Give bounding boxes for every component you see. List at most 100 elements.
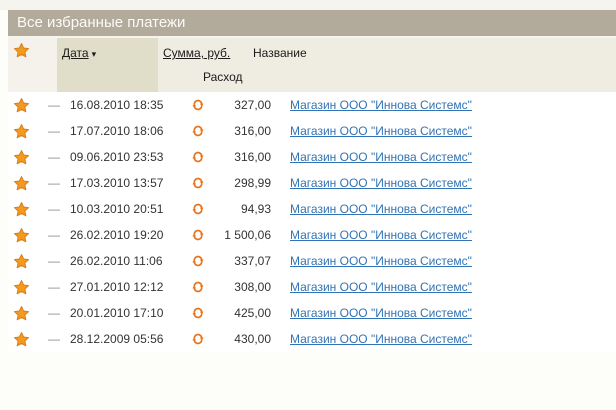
favorite-star-icon[interactable] (13, 331, 30, 348)
payment-name-link[interactable]: Магазин ООО "Иннова Системс" (290, 332, 472, 346)
payment-date: 27.01.2010 12:12 (70, 280, 164, 294)
repeat-payment-icon[interactable] (192, 281, 213, 293)
payment-date: 26.02.2010 11:06 (70, 254, 163, 268)
sort-by-amount-link[interactable]: Сумма, руб. (163, 46, 231, 60)
payment-amount: 94,93 (240, 202, 271, 216)
repeat-payment-icon[interactable] (192, 99, 213, 111)
payment-date: 28.12.2009 05:56 (70, 332, 164, 346)
favorite-star-icon[interactable] (13, 279, 30, 296)
favorite-star-icon[interactable] (13, 227, 30, 244)
payment-name-link[interactable]: Магазин ООО "Иннова Системс" (290, 176, 472, 190)
star-cell (13, 123, 48, 140)
favorite-star-icon[interactable] (13, 305, 30, 322)
favorite-star-icon[interactable] (13, 149, 30, 166)
direction-dash: — (48, 98, 60, 112)
repeat-payment-icon[interactable] (192, 229, 213, 241)
table-header: Дата ▾ Сумма, руб. Название Расход (8, 38, 616, 92)
payment-date: 16.08.2010 18:35 (70, 98, 164, 112)
payment-date: 26.02.2010 19:20 (70, 228, 164, 242)
payment-date: 09.06.2010 23:53 (70, 150, 164, 164)
payment-date: 20.01.2010 17:10 (70, 306, 164, 320)
favorite-star-icon[interactable] (13, 97, 30, 114)
sorted-date-column-bg (57, 38, 158, 92)
direction-dash: — (48, 202, 60, 216)
payment-row: — 10.03.2010 20:51 94,93 Магазин ООО "Ин… (8, 196, 616, 222)
payment-amount: 337,07 (234, 254, 271, 268)
payment-row: — 28.12.2009 05:56 430,00 Магазин ООО "И… (8, 326, 616, 352)
direction-dash: — (48, 124, 60, 138)
payment-row: — 26.02.2010 11:06 337,07 Магазин ООО "И… (8, 248, 616, 274)
payment-name-link[interactable]: Магазин ООО "Иннова Системс" (290, 124, 472, 138)
direction-dash: — (48, 176, 60, 190)
payment-name-link[interactable]: Магазин ООО "Иннова Системс" (290, 254, 472, 268)
star-cell (13, 97, 48, 114)
repeat-payment-icon[interactable] (192, 307, 213, 319)
payment-amount: 425,00 (234, 306, 271, 320)
payment-name-link[interactable]: Магазин ООО "Иннова Системс" (290, 280, 472, 294)
titlebar-divider (8, 36, 616, 38)
payment-row: — 20.01.2010 17:10 425,00 Магазин ООО "И… (8, 300, 616, 326)
favorite-star-icon[interactable] (13, 201, 30, 218)
favorite-star-icon[interactable] (13, 175, 30, 192)
panel-title: Все избранные платежи (8, 10, 616, 36)
name-cell: Магазин ООО "Иннова Системс" (271, 280, 616, 294)
payment-row: — 17.07.2010 18:06 316,00 Магазин ООО "И… (8, 118, 616, 144)
star-cell (13, 305, 48, 322)
favorite-star-icon[interactable] (13, 123, 30, 140)
name-cell: Магазин ООО "Иннова Системс" (271, 202, 616, 216)
payment-row: — 09.06.2010 23:53 316,00 Магазин ООО "И… (8, 144, 616, 170)
favorite-star-icon[interactable] (13, 253, 30, 270)
star-cell (13, 279, 48, 296)
repeat-payment-icon[interactable] (192, 177, 213, 189)
favorites-star-icon (13, 42, 30, 59)
repeat-payment-icon[interactable] (192, 255, 213, 267)
sort-descending-icon: ▾ (91, 49, 97, 59)
direction-dash: — (48, 150, 60, 164)
direction-dash: — (48, 332, 60, 346)
star-cell (13, 331, 48, 348)
payment-row: — 17.03.2010 13:57 298,99 Магазин ООО "И… (8, 170, 616, 196)
name-cell: Магазин ООО "Иннова Системс" (271, 124, 616, 138)
payment-name-link[interactable]: Магазин ООО "Иннова Системс" (290, 150, 472, 164)
direction-dash: — (48, 228, 60, 242)
repeat-payment-icon[interactable] (192, 125, 213, 137)
payment-name-link[interactable]: Магазин ООО "Иннова Системс" (290, 202, 472, 216)
star-column-header-bg (8, 38, 57, 92)
name-cell: Магазин ООО "Иннова Системс" (271, 176, 616, 190)
star-cell (13, 175, 48, 192)
star-cell (13, 253, 48, 270)
name-cell: Магазин ООО "Иннова Системс" (271, 254, 616, 268)
repeat-payment-icon[interactable] (192, 333, 213, 345)
payment-date: 17.07.2010 18:06 (70, 124, 164, 138)
payment-date: 10.03.2010 20:51 (70, 202, 164, 216)
payments-list: — 16.08.2010 18:35 327,00 Магазин ООО "И… (8, 92, 616, 352)
payment-amount: 327,00 (234, 98, 271, 112)
payment-name-link[interactable]: Магазин ООО "Иннова Системс" (290, 228, 472, 242)
star-cell (13, 201, 48, 218)
sort-by-date-link[interactable]: Дата ▾ (62, 46, 97, 60)
name-cell: Магазин ООО "Иннова Системс" (271, 306, 616, 320)
payment-date: 17.03.2010 13:57 (70, 176, 164, 190)
name-cell: Магазин ООО "Иннова Системс" (271, 150, 616, 164)
payment-row: — 16.08.2010 18:35 327,00 Магазин ООО "И… (8, 92, 616, 118)
name-cell: Магазин ООО "Иннова Системс" (271, 98, 616, 112)
payment-name-link[interactable]: Магазин ООО "Иннова Системс" (290, 98, 472, 112)
repeat-payment-icon[interactable] (192, 203, 213, 215)
direction-dash: — (48, 306, 60, 320)
payment-amount: 316,00 (234, 150, 271, 164)
name-column-header: Название (253, 46, 307, 60)
repeat-payment-icon[interactable] (192, 151, 213, 163)
payment-amount: 1 500,06 (224, 228, 271, 242)
payment-amount: 316,00 (234, 124, 271, 138)
name-cell: Магазин ООО "Иннова Системс" (271, 228, 616, 242)
star-cell (13, 149, 48, 166)
favorite-payments-panel: Все избранные платежи Дата ▾ Сумма, руб. … (8, 10, 616, 352)
name-cell: Магазин ООО "Иннова Системс" (271, 332, 616, 346)
payment-row: — 26.02.2010 19:20 1 500,06 Магазин ООО … (8, 222, 616, 248)
payment-amount: 308,00 (234, 280, 271, 294)
payment-row: — 27.01.2010 12:12 308,00 Магазин ООО "И… (8, 274, 616, 300)
payment-name-link[interactable]: Магазин ООО "Иннова Системс" (290, 306, 472, 320)
direction-dash: — (48, 280, 60, 294)
direction-dash: — (48, 254, 60, 268)
expense-sub-header: Расход (203, 70, 243, 84)
